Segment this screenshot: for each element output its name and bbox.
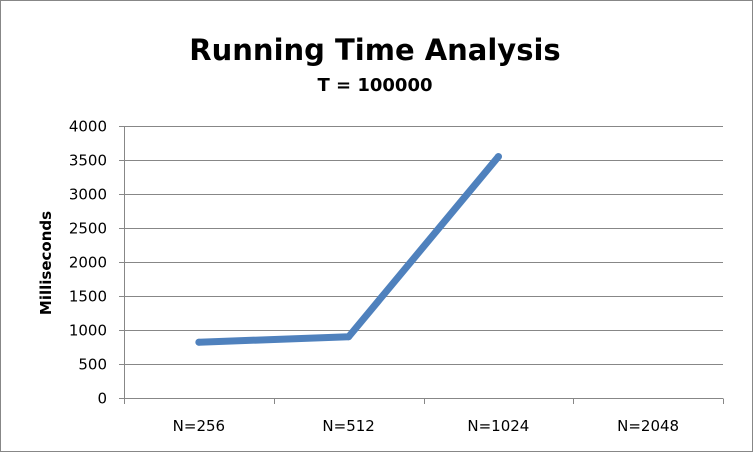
- y-tick-label: 3500: [69, 152, 107, 170]
- y-tick-label: 500: [78, 356, 107, 374]
- chart-subtitle: T = 100000: [317, 75, 432, 96]
- y-tick-label: 2500: [69, 220, 107, 238]
- chart-title: Running Time Analysis: [189, 33, 560, 67]
- y-axis-ticks: 0 500 1000 1500 2000 2500 3000 3500 4000: [69, 118, 107, 408]
- x-tick-label: N=2048: [617, 417, 679, 435]
- data-point: [494, 153, 502, 161]
- y-tick-label: 4000: [69, 118, 107, 136]
- series-layer: [195, 153, 502, 346]
- y-tick-label: 2000: [69, 254, 107, 272]
- x-tick-label: N=512: [322, 417, 374, 435]
- y-tick-label: 3000: [69, 186, 107, 204]
- x-axis-ticks: N=256 N=512 N=1024 N=2048: [173, 417, 679, 435]
- grid-lines: [119, 126, 724, 404]
- y-tick-label: 1500: [69, 288, 107, 306]
- x-tick-label: N=1024: [467, 417, 529, 435]
- x-tick-label: N=256: [173, 417, 225, 435]
- y-tick-label: 0: [97, 390, 107, 408]
- data-point: [345, 333, 353, 341]
- y-axis-label: Milliseconds: [37, 211, 55, 315]
- y-tick-label: 1000: [69, 322, 107, 340]
- data-point: [195, 338, 203, 346]
